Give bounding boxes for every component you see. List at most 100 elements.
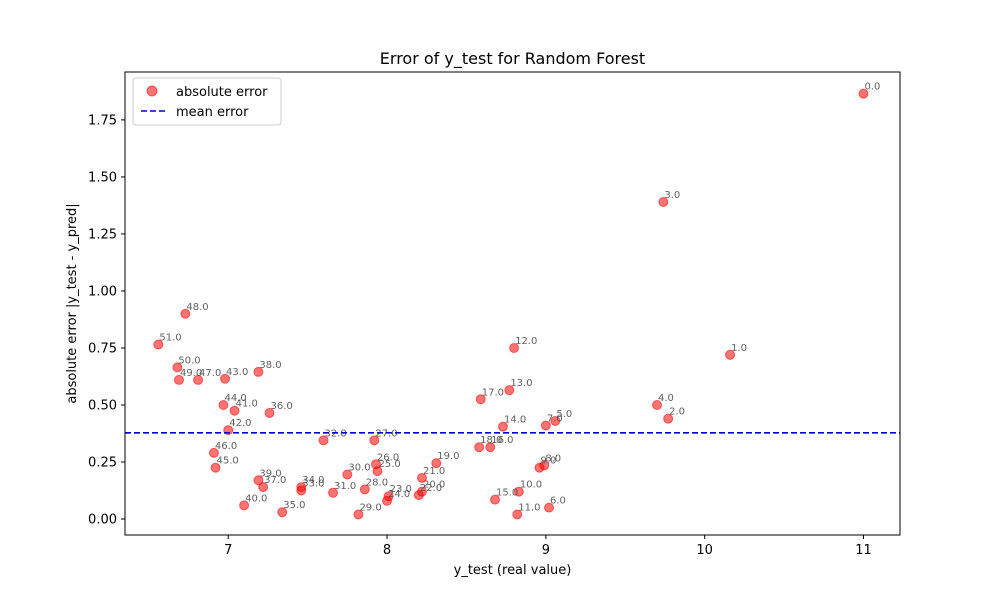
- data-point: [509, 342, 520, 353]
- point-label: 30.0: [348, 463, 370, 474]
- data-point: [513, 486, 524, 497]
- x-tick-label: 9: [542, 543, 550, 558]
- point-label: 45.0: [217, 456, 239, 467]
- data-point: [512, 509, 523, 520]
- data-point: [540, 420, 551, 431]
- plot-area: 0.0 1.0 2.0 3.0 4.0 5.0 6.0 7.0 8.09.0 10.0 11.0 12…: [125, 82, 900, 520]
- point-label: 50.0: [178, 355, 200, 366]
- point-label: 40.0: [245, 493, 267, 504]
- data-point: [369, 435, 380, 446]
- point-label: 49.0: [180, 368, 202, 379]
- point-label: 3.0: [664, 190, 680, 201]
- data-point: [370, 459, 381, 470]
- data-point: [550, 415, 561, 426]
- point-label: 51.0: [159, 333, 181, 344]
- point-label: 47.0: [199, 368, 221, 379]
- data-point: [413, 490, 424, 501]
- point-label: 46.0: [215, 441, 237, 452]
- data-point: [264, 407, 275, 418]
- point-label: 31.0: [334, 481, 356, 492]
- axes-frame: [124, 71, 901, 536]
- point-label: 41.0: [236, 399, 258, 410]
- data-point: [318, 435, 329, 446]
- point-label: 26.0: [377, 452, 399, 463]
- y-tick-label: 0.75: [88, 341, 117, 356]
- data-point: [328, 487, 339, 498]
- data-point: [497, 421, 508, 432]
- point-label: 6.0: [550, 496, 566, 507]
- data-point: [534, 462, 545, 473]
- point-label: 25.0: [379, 459, 401, 470]
- data-point: [153, 339, 164, 350]
- data-point: [210, 462, 221, 473]
- y-axis-label: absolute error |y_test - y_pred|: [65, 203, 80, 403]
- chart-title: Error of y_test for Random Forest: [380, 49, 645, 69]
- point-label: 17.0: [482, 387, 504, 398]
- y-tick-label: 1.50: [88, 170, 117, 185]
- point-label: 16.0: [491, 435, 513, 446]
- point-label: 21.0: [423, 466, 445, 477]
- point-label: 11.0: [518, 502, 540, 513]
- data-point: [382, 495, 393, 506]
- point-label: 7.0: [547, 414, 563, 425]
- point-label: 35.0: [283, 500, 305, 511]
- data-point: [220, 373, 231, 384]
- x-axis-label: y_test (real value): [454, 563, 572, 578]
- data-point: [353, 509, 364, 520]
- point-label: 4.0: [658, 393, 674, 404]
- point-label: 15.0: [496, 488, 518, 499]
- point-label: 9.0: [540, 456, 556, 467]
- y-tick-label: 0.50: [88, 398, 117, 413]
- data-point: [239, 500, 250, 511]
- legend-label-absolute-error: absolute error: [176, 85, 268, 100]
- legend-marker-absolute-error: [146, 85, 158, 97]
- point-label: 42.0: [229, 418, 251, 429]
- x-tick-label: 10: [696, 543, 713, 558]
- data-point: [218, 399, 229, 410]
- x-tick-label: 8: [383, 543, 391, 558]
- point-label: 33.0: [302, 479, 324, 490]
- data-point: [253, 475, 264, 486]
- point-label: 23.0: [390, 484, 412, 495]
- point-label: 19.0: [437, 451, 459, 462]
- point-label: 20.0: [423, 480, 445, 491]
- data-point: [193, 374, 204, 385]
- point-label: 28.0: [366, 477, 388, 488]
- data-point: [258, 482, 269, 493]
- data-point: [544, 502, 555, 513]
- data-point: [490, 494, 501, 505]
- point-label: 13.0: [510, 378, 532, 389]
- data-point: [725, 349, 736, 360]
- data-point: [277, 507, 288, 518]
- point-label: 27.0: [375, 428, 397, 439]
- data-point: [663, 413, 674, 424]
- y-tick-label: 1.25: [88, 227, 117, 242]
- point-label: 0.0: [864, 82, 880, 93]
- point-label: 12.0: [515, 336, 537, 347]
- data-point: [485, 442, 496, 453]
- x-ticks: 7 8 9 10 11: [224, 535, 872, 558]
- point-label: 14.0: [504, 415, 526, 426]
- x-tick-label: 11: [855, 543, 872, 558]
- data-point: [253, 366, 264, 377]
- data-point: [173, 374, 184, 385]
- point-label: 37.0: [264, 475, 286, 486]
- y-tick-label: 0.25: [88, 456, 117, 471]
- data-point: [652, 399, 663, 410]
- point-label: 2.0: [669, 407, 685, 418]
- data-point: [296, 482, 307, 493]
- y-tick-label: 0.00: [88, 513, 117, 528]
- legend: absolute error mean error: [132, 77, 282, 126]
- point-label: 36.0: [271, 401, 293, 412]
- legend-label-mean-error: mean error: [176, 105, 249, 120]
- data-point: [858, 88, 869, 99]
- y-tick-label: 1.00: [88, 284, 117, 299]
- data-point: [229, 405, 240, 416]
- data-point: [504, 385, 515, 396]
- data-point: [658, 197, 669, 208]
- point-label: 34.0: [302, 475, 324, 486]
- point-label: 43.0: [226, 367, 248, 378]
- data-point: [475, 394, 486, 405]
- point-label: 38.0: [259, 360, 281, 371]
